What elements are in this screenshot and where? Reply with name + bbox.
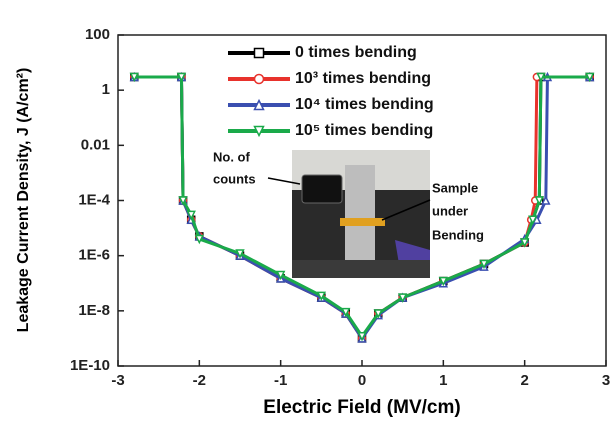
data-point bbox=[438, 276, 449, 287]
x-tick-label: -2 bbox=[193, 372, 206, 389]
y-axis-label: Leakage Current Density, J (A/cm²) bbox=[15, 68, 32, 333]
fixture bbox=[345, 165, 375, 265]
y-tick-label: 1E-6 bbox=[78, 247, 110, 264]
legend-marker bbox=[253, 125, 265, 138]
x-tick-label: -1 bbox=[274, 372, 287, 389]
x-tick-label: 1 bbox=[439, 372, 447, 389]
data-point bbox=[479, 259, 489, 270]
annotation-arrow bbox=[381, 199, 431, 221]
data-point bbox=[186, 210, 196, 221]
data-point bbox=[194, 234, 205, 245]
data-point bbox=[176, 72, 187, 83]
data-point bbox=[528, 215, 538, 225]
data-point bbox=[534, 196, 545, 206]
legend-marker bbox=[253, 73, 265, 85]
y-tick-label: 0.01 bbox=[81, 136, 110, 153]
data-point bbox=[397, 293, 408, 303]
data-point bbox=[129, 72, 139, 83]
data-point bbox=[275, 270, 286, 281]
data-point bbox=[536, 72, 546, 83]
data-point bbox=[585, 72, 595, 83]
data-point bbox=[373, 309, 383, 319]
annotation: counts bbox=[213, 171, 256, 186]
sample bbox=[340, 218, 385, 226]
annotation: Sample bbox=[432, 180, 478, 195]
y-tick-label: 100 bbox=[85, 26, 110, 43]
x-tick-label: -3 bbox=[111, 372, 124, 389]
legend-marker bbox=[253, 47, 265, 59]
x-tick-label: 3 bbox=[602, 372, 610, 389]
x-axis-label: Electric Field (MV/cm) bbox=[263, 397, 460, 418]
photo-base bbox=[292, 260, 430, 278]
legend-label: 10⁵ times bending bbox=[295, 122, 433, 139]
y-tick-label: 1E-10 bbox=[70, 357, 110, 374]
y-tick-label: 1E-4 bbox=[78, 191, 110, 208]
data-point bbox=[316, 291, 327, 302]
annotation: under bbox=[432, 203, 468, 218]
x-tick-label: 0 bbox=[358, 372, 366, 389]
annotation: No. of bbox=[213, 149, 250, 164]
y-tick-label: 1E-8 bbox=[78, 302, 110, 319]
legend-label: 0 times bending bbox=[295, 44, 417, 61]
data-point bbox=[519, 238, 530, 248]
legend-marker bbox=[253, 98, 265, 111]
legend-label: 10³ times bending bbox=[295, 70, 431, 87]
annotation-arrow bbox=[267, 177, 301, 185]
y-tick-label: 1 bbox=[102, 81, 110, 98]
inset-photo bbox=[292, 150, 430, 278]
data-point bbox=[178, 196, 188, 206]
legend-label: 10⁴ times bending bbox=[295, 96, 434, 113]
annotation: Bending bbox=[432, 227, 484, 242]
counter-device bbox=[301, 174, 343, 204]
data-point bbox=[235, 249, 245, 259]
data-point bbox=[357, 331, 367, 342]
data-point bbox=[541, 195, 551, 205]
x-tick-label: 2 bbox=[520, 372, 528, 389]
data-point bbox=[341, 307, 351, 318]
